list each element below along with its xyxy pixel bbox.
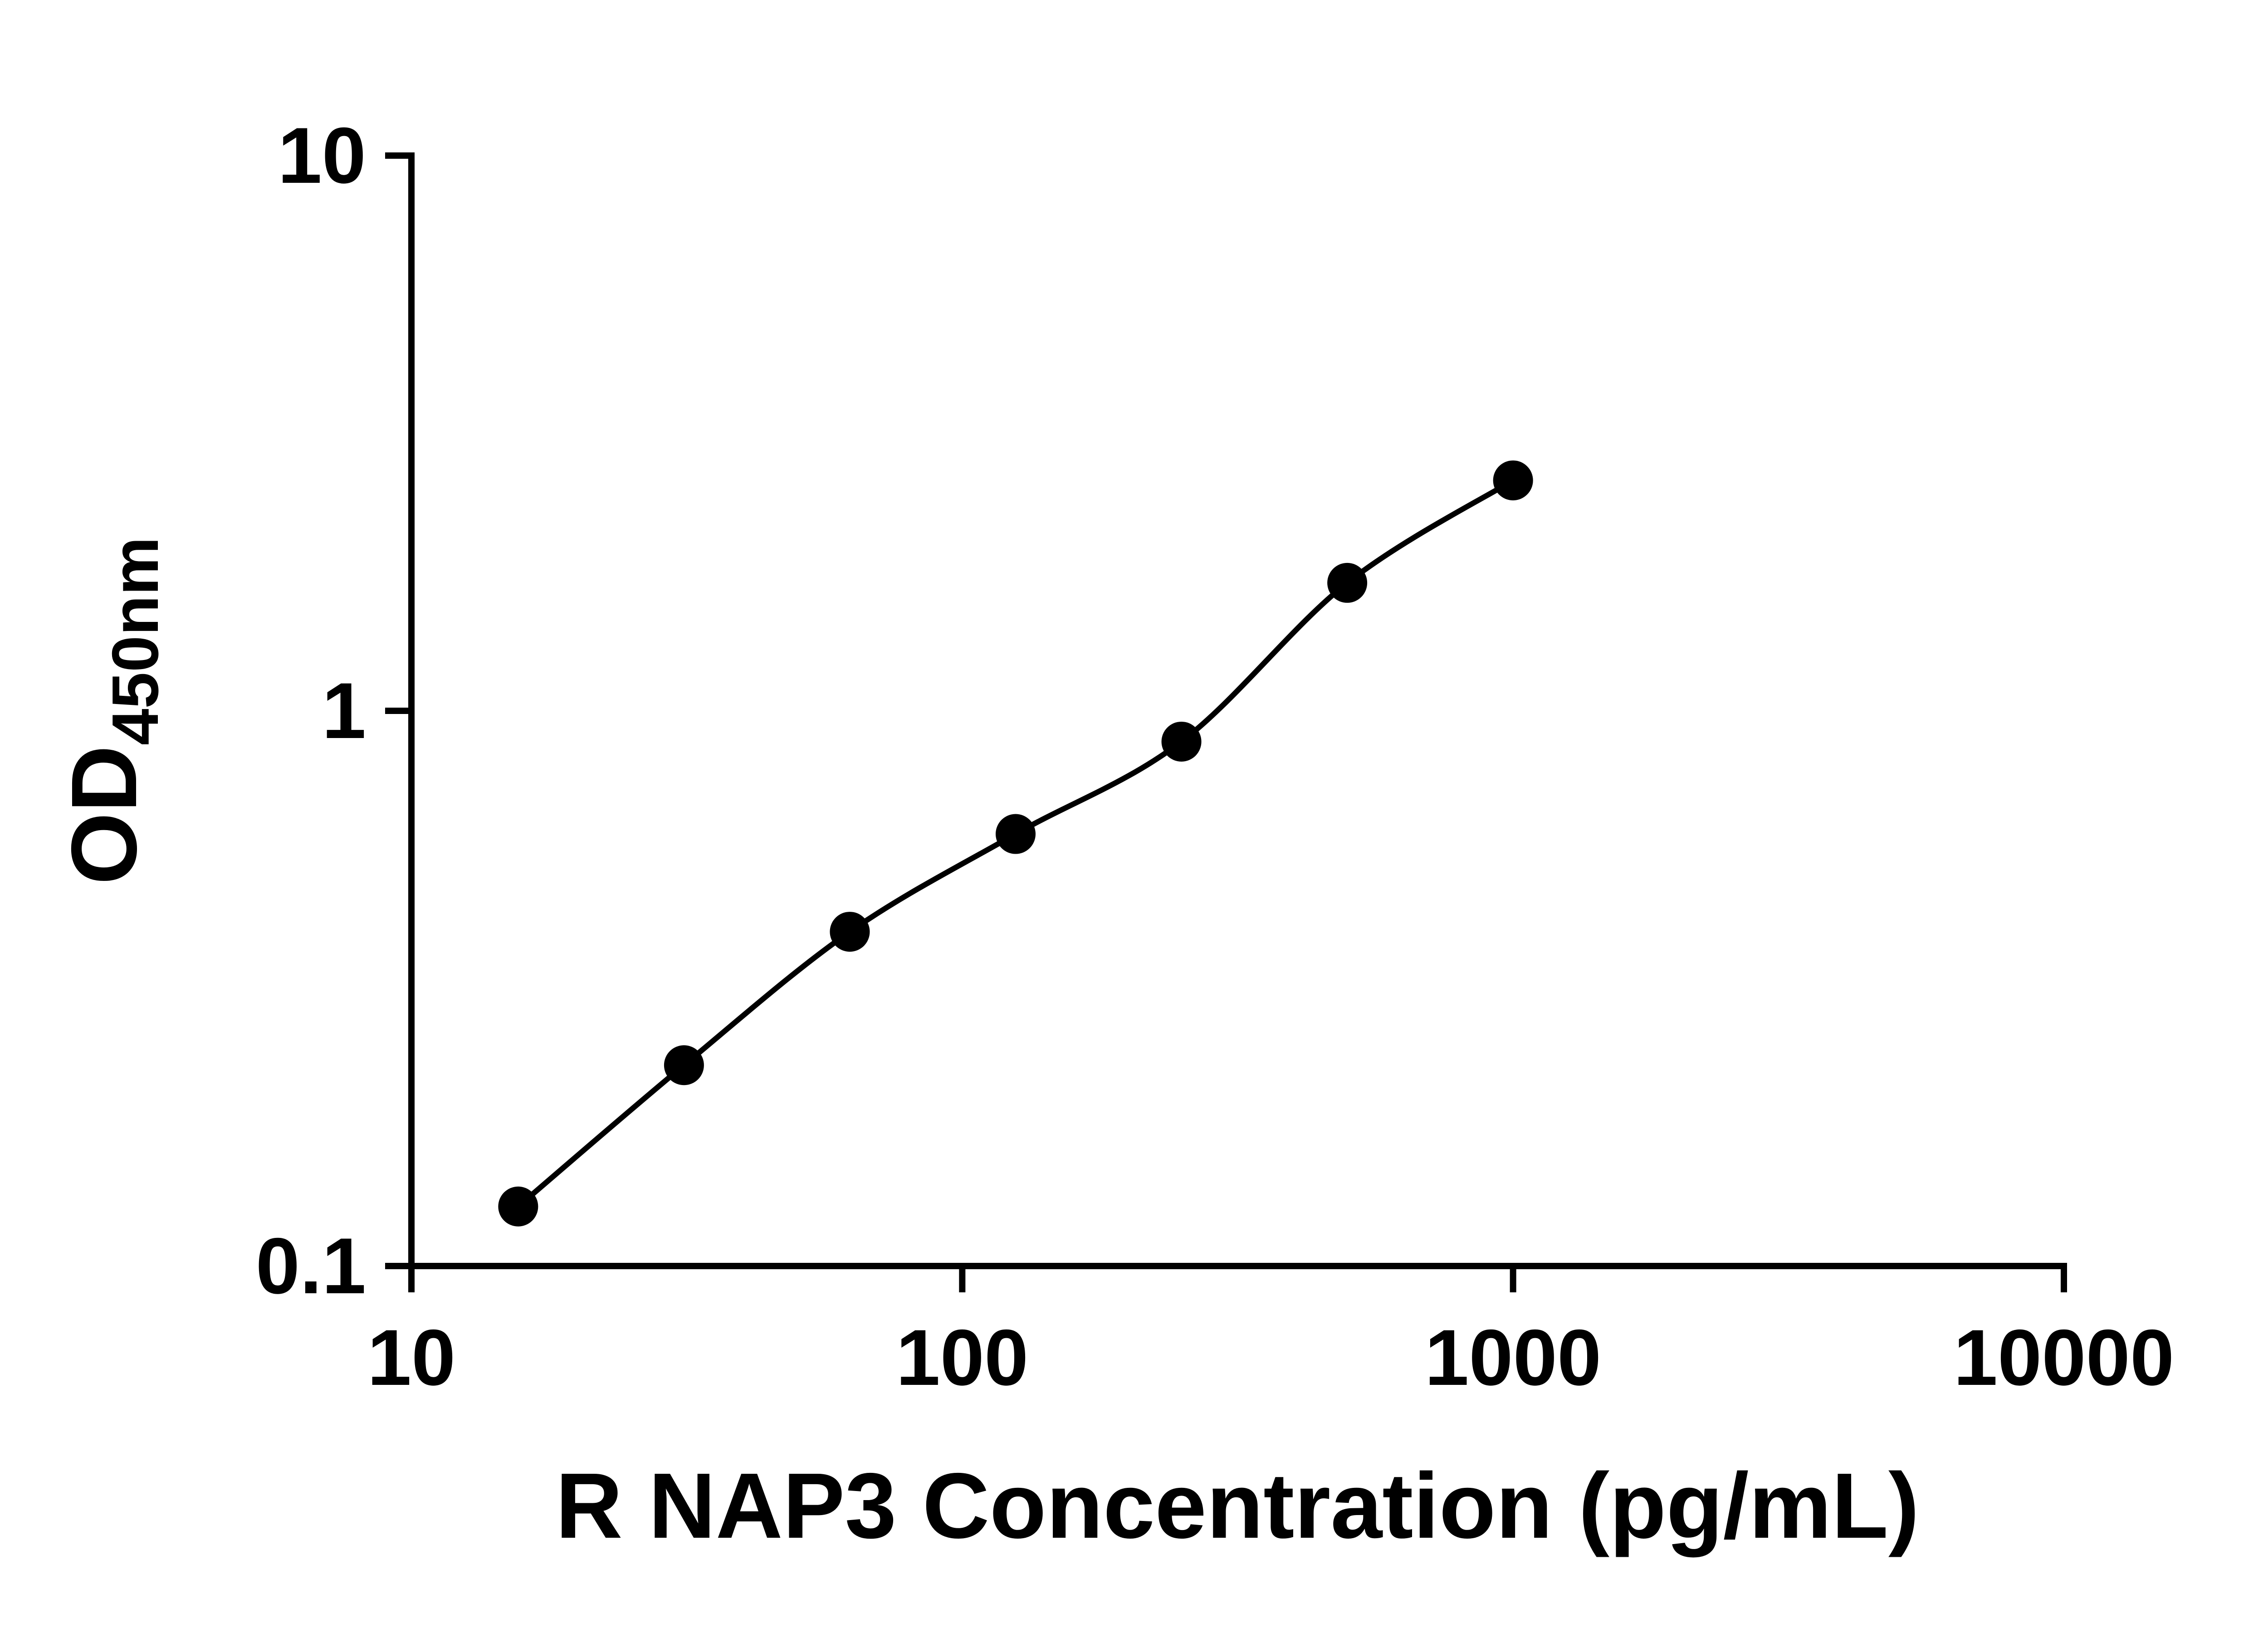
tick-labels: 10 100 1000 10000 0.1 1 10: [256, 112, 2175, 1402]
y-axis-title: OD450nm: [52, 537, 172, 885]
y-tick-label: 10: [278, 112, 366, 200]
y-tick-label: 1: [322, 667, 366, 755]
axes: [408, 152, 2067, 1269]
x-axis-title: R NAP3 Concentration (pg/mL): [556, 1454, 1920, 1558]
data-point: [664, 1045, 704, 1085]
data-point: [1493, 460, 1533, 501]
tick-marks: [385, 152, 2067, 1292]
data-series: [498, 460, 1533, 1227]
x-tick-label: 10: [367, 1314, 456, 1402]
x-tick-label: 100: [896, 1314, 1028, 1402]
y-axis-title-main: OD: [52, 745, 156, 885]
data-point: [996, 814, 1036, 854]
data-point: [1327, 562, 1368, 603]
data-point: [498, 1186, 538, 1227]
axis-spines: [408, 152, 2067, 1269]
data-point: [830, 912, 870, 952]
data-point: [1161, 721, 1202, 762]
x-tick-label: 1000: [1425, 1314, 1601, 1402]
x-tick-label: 10000: [1954, 1314, 2175, 1402]
y-axis-title-sub: 450nm: [98, 537, 172, 745]
y-tick-label: 0.1: [256, 1222, 366, 1310]
